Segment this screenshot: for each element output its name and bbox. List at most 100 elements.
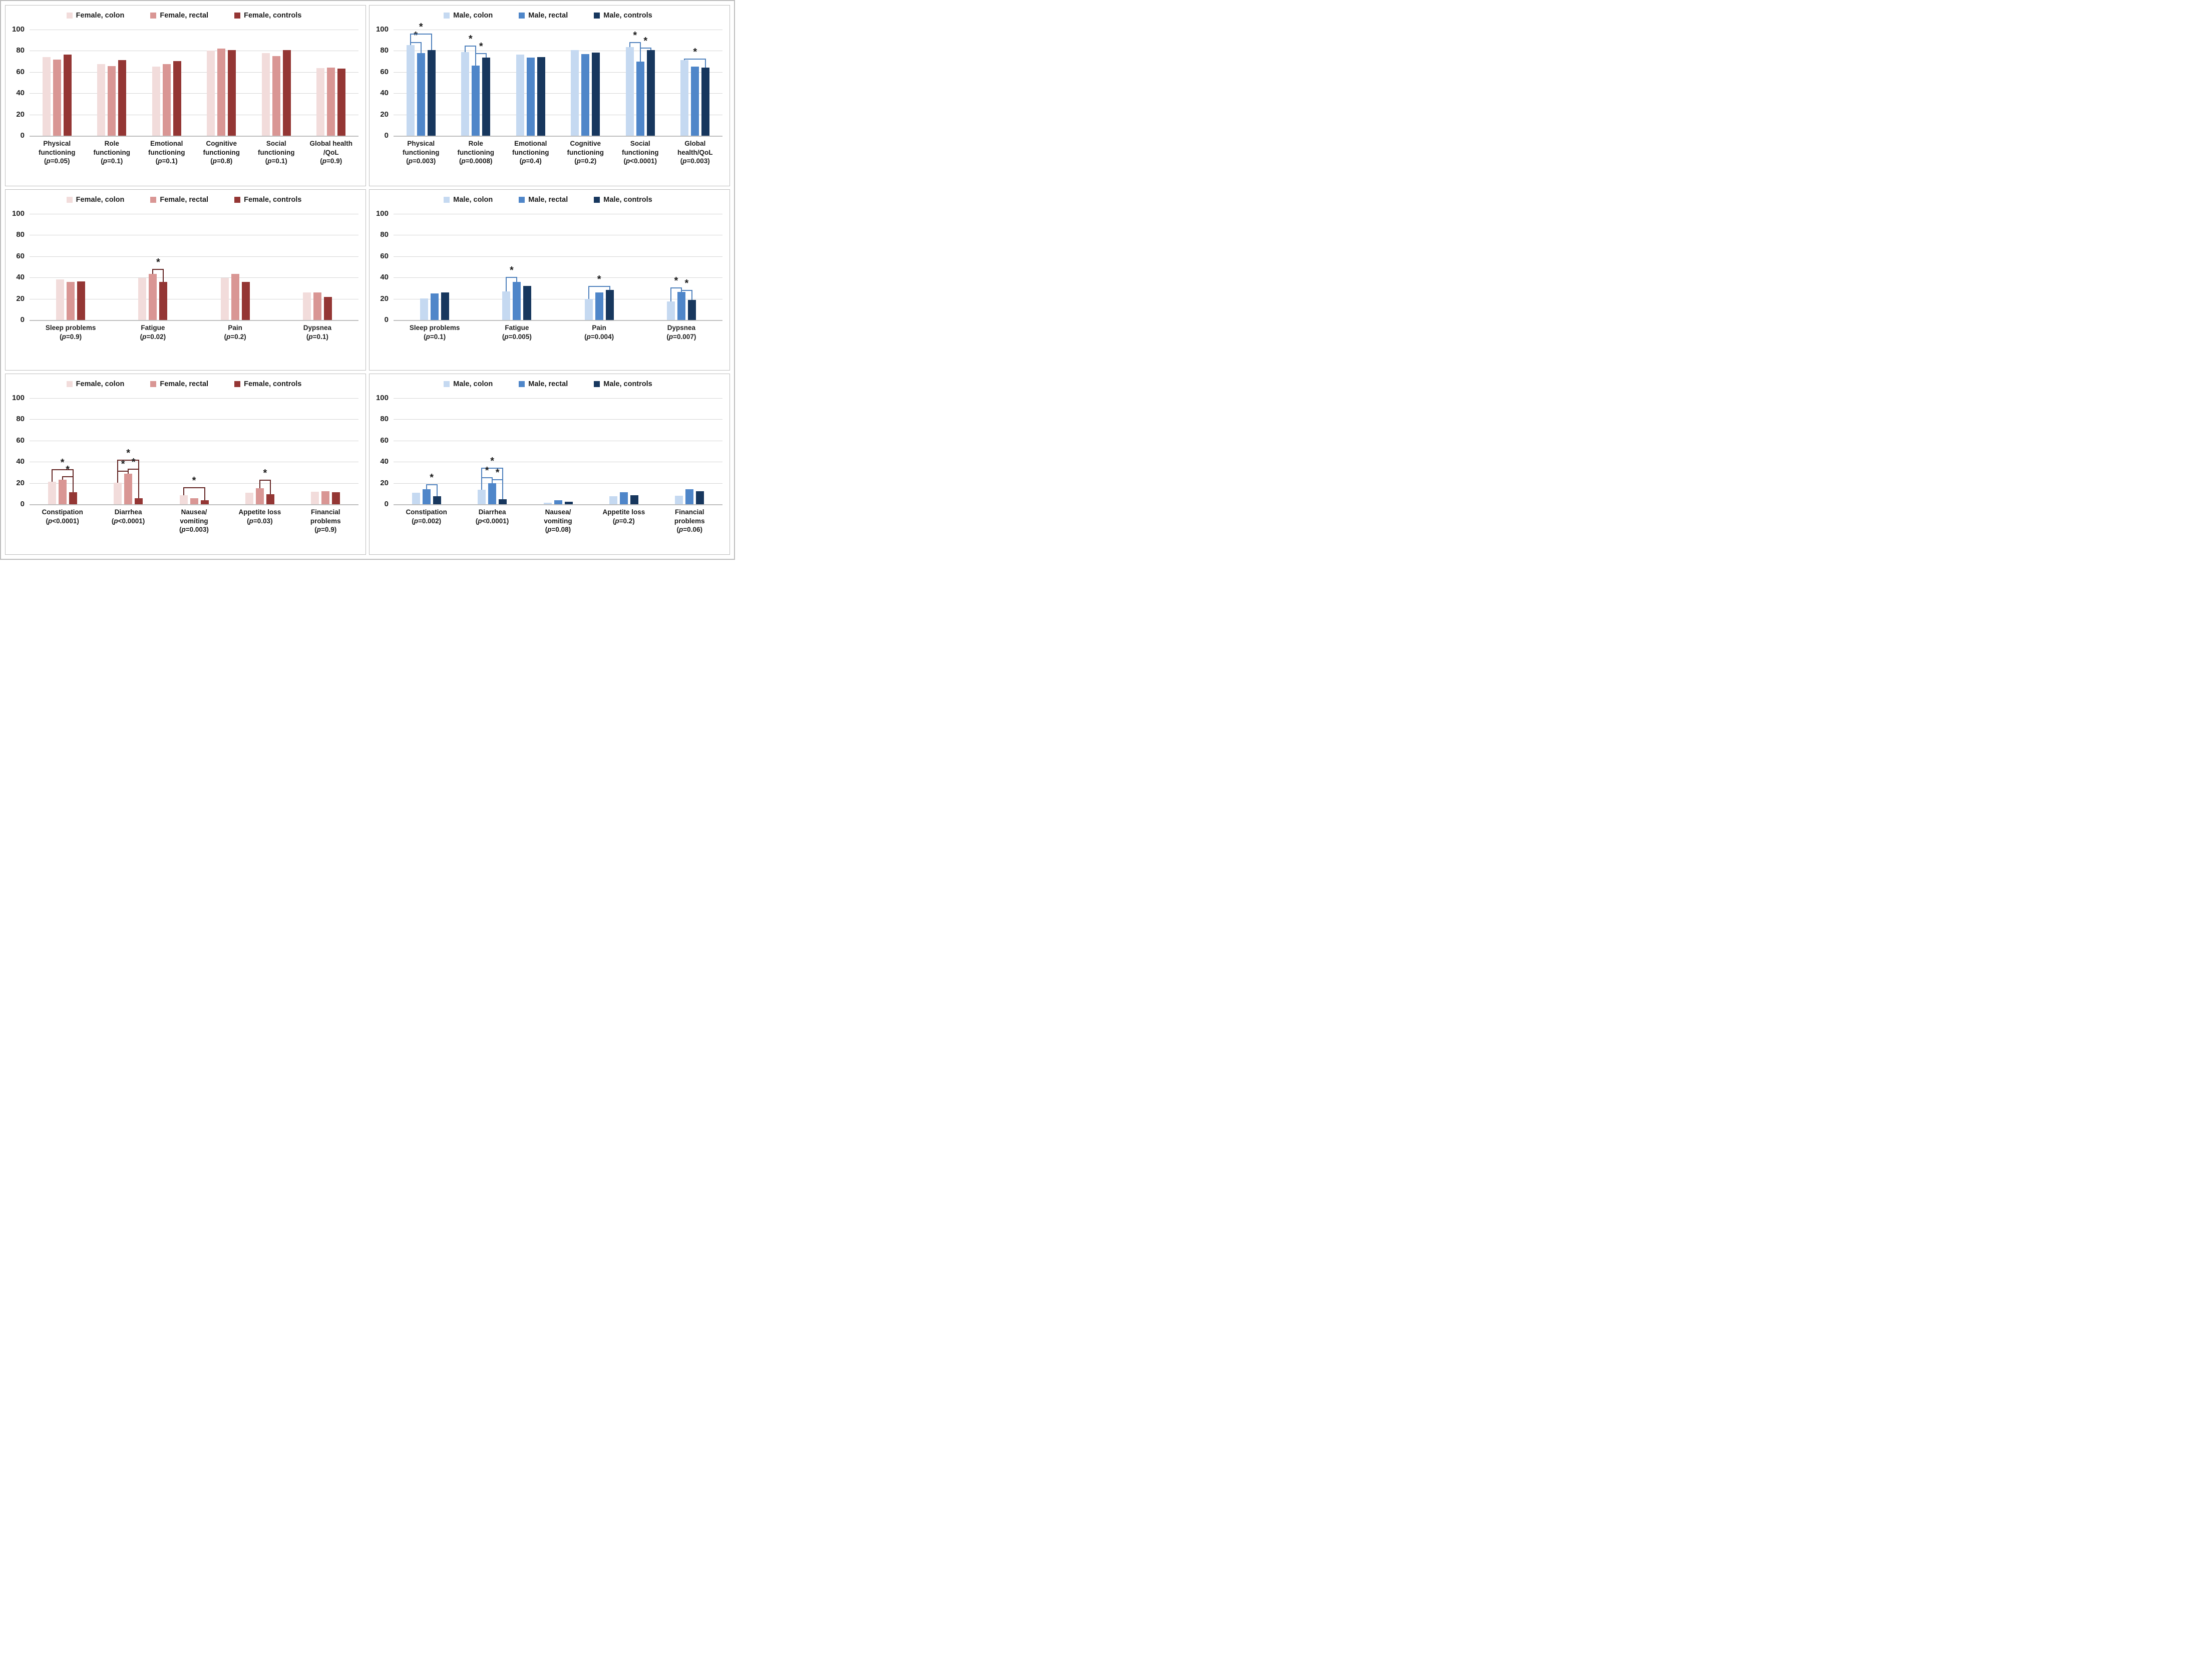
p-value-text: =0.1) bbox=[312, 332, 328, 341]
legend-label: Female, rectal bbox=[160, 380, 209, 388]
p-symbol: p bbox=[576, 157, 581, 165]
significance-bracket-tick bbox=[486, 53, 487, 58]
bar-controls bbox=[537, 57, 545, 136]
plot-wrap: * * * * * * * Constipation (p<0.0001) Diarrhea (p… bbox=[30, 398, 358, 534]
plot-wrap: * * * * Constipation (p=0.002) Diarrhea (p<0.0… bbox=[394, 398, 722, 534]
significance-bracket-tick bbox=[465, 45, 466, 52]
y-tick-label: 0 bbox=[20, 315, 25, 324]
significance-star: * bbox=[633, 30, 637, 42]
bar-colon bbox=[571, 50, 579, 136]
p-open-paren: ( bbox=[306, 332, 309, 341]
legend-swatch-icon bbox=[66, 197, 73, 203]
p-value-text: =0.06) bbox=[683, 526, 702, 534]
p-value-text: =0.003) bbox=[185, 526, 209, 534]
p-symbol: p bbox=[181, 526, 186, 534]
y-tick-label: 0 bbox=[384, 315, 389, 324]
p-open-paren: ( bbox=[320, 157, 322, 165]
y-tick-label: 60 bbox=[16, 436, 25, 445]
chart-male-symptoms-2: Male, colon Male, rectal Male, controls 0 2… bbox=[369, 374, 730, 555]
category-label-line: Constipation bbox=[42, 508, 83, 516]
p-open-paren: ( bbox=[475, 517, 478, 525]
category-label-line: Appetite loss bbox=[238, 508, 281, 516]
bar-colon bbox=[516, 54, 524, 136]
gridline bbox=[30, 504, 358, 505]
significance-bracket bbox=[152, 269, 164, 270]
significance-bracket-tick bbox=[117, 471, 119, 483]
p-open-paren: ( bbox=[584, 332, 587, 341]
plot-area: * * * * * * * bbox=[30, 398, 358, 505]
p-symbol: p bbox=[682, 157, 687, 165]
significance-bracket-tick bbox=[204, 487, 205, 500]
p-value-text: =0.2) bbox=[619, 517, 635, 525]
significance-bracket-tick bbox=[629, 42, 630, 47]
significance-bracket bbox=[62, 476, 74, 477]
legend-swatch-icon bbox=[594, 13, 600, 19]
category-label-line: Dypsnea bbox=[303, 324, 332, 331]
bar-rectal bbox=[53, 60, 61, 136]
legend-item: Male, colon bbox=[444, 12, 493, 20]
p-open-paren: ( bbox=[179, 526, 182, 534]
legend-item: Female, controls bbox=[234, 196, 301, 204]
p-open-paren: ( bbox=[412, 517, 414, 525]
significance-star: * bbox=[419, 22, 423, 33]
bar-controls bbox=[173, 61, 181, 136]
chart-female-symptoms-2: Female, colon Female, rectal Female, contr… bbox=[5, 374, 366, 555]
bar-controls bbox=[592, 52, 600, 136]
p-symbol: p bbox=[586, 332, 591, 341]
y-tick-label: 40 bbox=[16, 273, 25, 282]
gridline bbox=[394, 136, 722, 137]
p-value-label: (p=0.02) bbox=[112, 332, 194, 342]
y-tick-label: 20 bbox=[16, 478, 25, 487]
significance-star: * bbox=[414, 30, 418, 42]
bar-rectal bbox=[108, 66, 116, 136]
gridline bbox=[30, 483, 358, 484]
p-value-text: =0.003) bbox=[686, 157, 710, 165]
y-tick-label: 80 bbox=[380, 46, 389, 55]
significance-star: * bbox=[684, 277, 689, 289]
p-symbol: p bbox=[626, 157, 630, 165]
legend-label: Male, rectal bbox=[528, 380, 568, 388]
category-label: Nausea/vomiting (p=0.08) bbox=[525, 508, 591, 534]
p-symbol: p bbox=[114, 517, 118, 525]
bar-rectal bbox=[422, 489, 431, 504]
p-symbol: p bbox=[142, 332, 147, 341]
significance-star: * bbox=[509, 265, 514, 276]
significance-bracket bbox=[639, 48, 651, 49]
x-axis: Constipation (p=0.002) Diarrhea (p<0.0001) N… bbox=[394, 508, 722, 534]
p-value-label: (p=0.002) bbox=[394, 517, 459, 526]
bar-controls bbox=[228, 50, 236, 136]
category-label-line: vomiting bbox=[180, 517, 208, 525]
significance-bracket bbox=[680, 289, 692, 291]
legend-item: Female, rectal bbox=[150, 196, 208, 204]
gridline bbox=[30, 419, 358, 420]
category-label-line: Pain bbox=[592, 324, 606, 331]
p-open-paren: ( bbox=[623, 157, 626, 165]
bar-rectal bbox=[255, 488, 264, 504]
legend-label: Female, rectal bbox=[160, 196, 209, 204]
bar-colon bbox=[114, 482, 122, 504]
p-open-paren: ( bbox=[459, 157, 462, 165]
gridline bbox=[30, 320, 358, 321]
category-label-line: health/QoL bbox=[677, 148, 713, 156]
gridline bbox=[30, 398, 358, 399]
category-label: Financial problems (p=0.06) bbox=[657, 508, 722, 534]
p-value-text: =0.9) bbox=[321, 526, 337, 534]
p-open-paren: ( bbox=[314, 526, 317, 534]
category-label: Nausea/vomiting (p=0.003) bbox=[161, 508, 227, 534]
bar-colon bbox=[609, 496, 617, 504]
category-label-line: Nausea/ bbox=[181, 508, 207, 516]
y-tick-label: 100 bbox=[12, 25, 25, 34]
p-value-text: =0.03) bbox=[253, 517, 273, 525]
legend-item: Male, colon bbox=[444, 196, 493, 204]
legend-label: Male, controls bbox=[603, 12, 652, 20]
bar-controls bbox=[63, 54, 72, 136]
legend-swatch-icon bbox=[66, 13, 73, 19]
category-label-line: functioning bbox=[622, 148, 659, 156]
chart-legend: Male, colon Male, rectal Male, controls bbox=[374, 10, 722, 22]
bar-colon bbox=[97, 64, 106, 136]
category-label: Financial problems (p=0.9) bbox=[293, 508, 358, 534]
bar-colon bbox=[48, 482, 56, 504]
bar-controls bbox=[77, 281, 86, 320]
category-label: Constipation (p<0.0001) bbox=[30, 508, 95, 534]
p-value-label: (p=0.2) bbox=[558, 157, 613, 166]
